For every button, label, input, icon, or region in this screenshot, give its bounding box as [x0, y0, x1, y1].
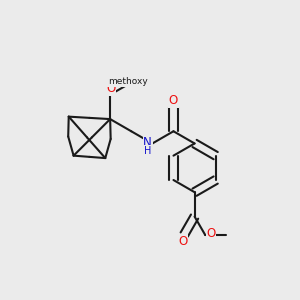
Text: O: O [178, 235, 188, 248]
Text: O: O [169, 94, 178, 107]
Text: H: H [144, 146, 151, 156]
Text: O: O [106, 82, 116, 95]
Text: N: N [143, 136, 152, 149]
Text: methoxy: methoxy [108, 77, 148, 86]
Text: O: O [206, 226, 215, 239]
